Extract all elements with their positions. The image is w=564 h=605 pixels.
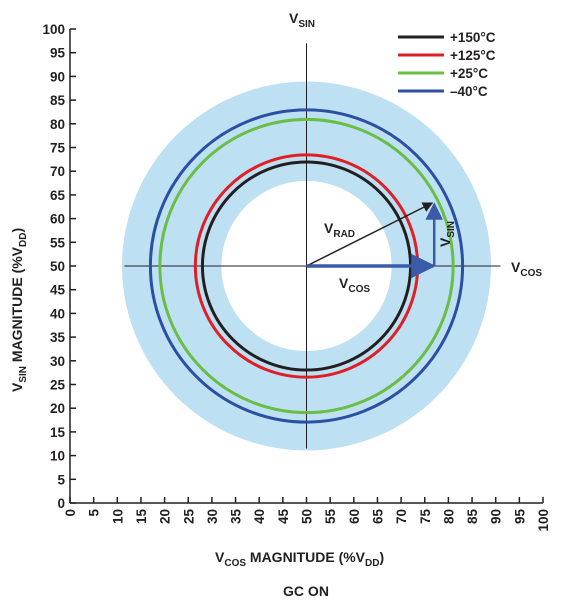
- y-tick-label-10: 50: [50, 259, 65, 274]
- legend-label-3: –40°C: [450, 84, 488, 99]
- chart-caption: GC ON: [283, 583, 329, 599]
- y-axis-title-sub2: DD: [18, 233, 29, 247]
- v-cos-axis-label: VCOS: [511, 259, 542, 279]
- y-tick-label-20: 100: [42, 22, 65, 37]
- x-tick-label-20: 100: [536, 509, 551, 532]
- x-tick-label-17: 85: [465, 509, 480, 525]
- x-tick-label-8: 40: [252, 509, 267, 524]
- x-tick-label-0: 0: [63, 509, 78, 517]
- y-tick-label-16: 80: [50, 117, 65, 132]
- y-tick-label-9: 45: [50, 283, 66, 298]
- series-circle-3: [148, 108, 465, 424]
- y-axis-title: VSIN MAGNITUDE (%VDD): [9, 228, 29, 392]
- x-axis-title-end: ): [379, 549, 384, 565]
- y-tick-label-2: 10: [50, 449, 65, 464]
- v-cos-axis-label-main: V: [511, 259, 521, 275]
- v-cos-vector-label-main: V: [339, 275, 349, 291]
- v-sin-vector-label-main: V: [437, 237, 453, 247]
- y-tick-label-14: 70: [50, 164, 65, 179]
- x-tick-label-3: 15: [134, 509, 149, 525]
- y-axis-title-sub: SIN: [18, 366, 29, 383]
- y-tick-label-12: 60: [50, 212, 65, 227]
- y-axis-title-end: ): [9, 228, 25, 233]
- y-axis-title-main: V: [9, 382, 25, 392]
- x-tick-label-2: 10: [110, 509, 125, 524]
- y-tick-label-1: 5: [57, 472, 65, 487]
- x-axis-ticks: 0 5 10 15 20 25 30 35 40 45 50 55 60 65 70 75 80 85 90 95 10…: [63, 497, 551, 532]
- y-tick-label-19: 95: [50, 46, 66, 61]
- v-sin-vector-label-sub: SIN: [446, 221, 457, 238]
- series-circle-2: [158, 117, 455, 415]
- v-sin-axis-label-main: V: [289, 10, 299, 26]
- shaded-band: [122, 81, 491, 451]
- x-axis-title-sub: COS: [224, 558, 246, 569]
- x-tick-label-12: 60: [347, 509, 362, 524]
- v-rad-label-main: V: [324, 220, 334, 236]
- x-tick-label-16: 80: [441, 509, 456, 524]
- x-axis-title-sub2: DD: [365, 558, 379, 569]
- x-tick-label-5: 25: [181, 509, 196, 525]
- y-tick-label-0: 0: [57, 496, 65, 511]
- y-tick-label-4: 20: [50, 401, 65, 416]
- x-tick-label-11: 55: [323, 509, 338, 525]
- x-tick-label-19: 95: [512, 509, 527, 525]
- v-rad-label: VRAD: [324, 220, 355, 240]
- x-tick-label-14: 70: [394, 509, 409, 524]
- y-tick-label-15: 75: [50, 141, 66, 156]
- x-axis-title: VCOS MAGNITUDE (%VDD): [215, 549, 384, 569]
- y-tick-label-3: 15: [50, 425, 66, 440]
- y-tick-label-8: 40: [50, 306, 65, 321]
- x-tick-label-10: 50: [300, 509, 315, 524]
- y-tick-label-5: 25: [50, 378, 66, 393]
- legend-label-2: +25°C: [450, 66, 488, 81]
- v-sin-axis-label-sub: SIN: [298, 19, 315, 30]
- v-sin-vector-label: VSIN: [437, 221, 457, 247]
- y-axis-title-rest: MAGNITUDE (%V: [9, 246, 25, 366]
- legend-label-0: +150°C: [450, 30, 496, 45]
- y-tick-label-18: 90: [50, 69, 65, 84]
- x-tick-label-15: 75: [418, 509, 433, 525]
- v-cos-vector-label: VCOS: [339, 275, 370, 295]
- v-sin-axis-label: VSIN: [289, 10, 315, 30]
- x-tick-label-4: 20: [158, 509, 173, 524]
- legend-label-1: +125°C: [450, 48, 496, 63]
- x-tick-label-1: 5: [87, 509, 102, 517]
- y-axis-ticks: 0 5 10 15 20 25 30 35 40 45 50 55 60 65 70 75 80 85 90 95 10…: [42, 22, 76, 511]
- y-tick-label-7: 35: [50, 330, 66, 345]
- x-tick-label-7: 35: [229, 509, 244, 525]
- legend: +150°C +125°C +25°C –40°C: [398, 30, 496, 99]
- x-tick-label-13: 65: [370, 509, 385, 525]
- y-tick-label-17: 85: [50, 93, 66, 108]
- y-tick-label-11: 55: [50, 235, 66, 250]
- v-cos-axis-label-sub: COS: [520, 268, 542, 279]
- v-cos-vector-label-sub: COS: [348, 284, 370, 295]
- x-axis-title-rest: MAGNITUDE (%V: [246, 549, 366, 565]
- x-tick-label-9: 45: [276, 509, 291, 525]
- x-axis-title-main: V: [215, 549, 225, 565]
- v-rad-label-sub: RAD: [333, 229, 355, 240]
- x-tick-label-6: 30: [205, 509, 220, 524]
- x-tick-label-18: 90: [489, 509, 504, 524]
- y-tick-label-13: 65: [50, 188, 66, 203]
- v-rad-arrow: [306, 202, 434, 267]
- y-tick-label-6: 30: [50, 354, 65, 369]
